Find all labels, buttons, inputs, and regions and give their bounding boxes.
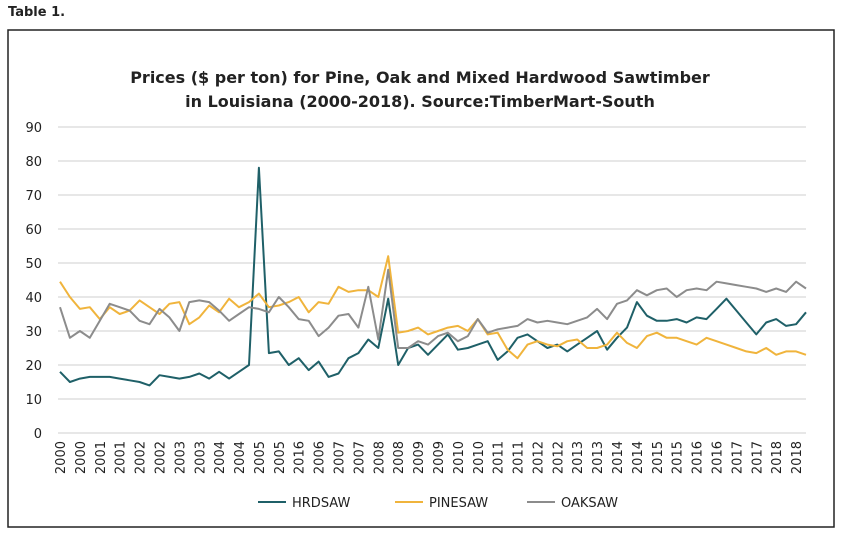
legend-label: HRDSAW	[292, 496, 350, 511]
x-tick-label: 2009	[432, 441, 447, 474]
x-tick-label: 2000	[54, 441, 69, 474]
x-tick-label: 2001	[114, 441, 129, 474]
series-line	[59, 255, 807, 360]
x-tick-label: 2014	[611, 441, 626, 474]
chart-title: in Louisiana (2000-2018). Source:TimberM…	[185, 92, 655, 111]
x-tick-label: 2013	[571, 441, 586, 474]
x-tick-label: 2004	[213, 441, 228, 474]
x-tick-label: 2003	[193, 441, 208, 474]
x-tick-label: 2010	[472, 441, 487, 474]
x-tick-label: 2015	[651, 441, 666, 474]
x-tick-label: 2004	[233, 441, 248, 474]
y-tick-label: 90	[25, 121, 42, 136]
y-tick-label: 80	[25, 155, 42, 170]
x-tick-label: 2016	[710, 441, 725, 474]
y-tick-label: 40	[25, 291, 42, 306]
x-tick-label: 2005	[273, 441, 288, 474]
y-tick-label: 60	[25, 223, 42, 238]
x-tick-label: 2016	[691, 441, 706, 474]
x-tick-label: 2015	[671, 441, 686, 474]
x-tick-label: 2012	[531, 441, 546, 474]
y-tick-label: 10	[25, 393, 42, 408]
x-tick-label: 2007	[333, 441, 348, 474]
y-tick-label: 70	[25, 189, 42, 204]
x-tick-label: 2006	[313, 441, 328, 474]
legend-label: OAKSAW	[561, 496, 618, 511]
table-label: Table 1.	[8, 5, 65, 20]
x-tick-label: 2013	[591, 441, 606, 474]
x-tick-label: 2000	[74, 441, 89, 474]
x-tick-label: 2018	[790, 441, 805, 474]
x-tick-label: 2001	[94, 441, 109, 474]
y-tick-label: 20	[25, 359, 42, 374]
x-tick-label: 2005	[253, 441, 268, 474]
x-tick-label: 2017	[730, 441, 745, 474]
x-tick-label: 2002	[153, 441, 168, 474]
x-tick-label: 2008	[392, 441, 407, 474]
x-tick-label: 2011	[492, 441, 507, 474]
x-tick-label: 2016	[293, 441, 308, 474]
x-tick-label: 2009	[412, 441, 427, 474]
x-tick-label: 2003	[173, 441, 188, 474]
chart-title: Prices ($ per ton) for Pine, Oak and Mix…	[130, 68, 710, 87]
x-tick-label: 2010	[452, 441, 467, 474]
legend-label: PINESAW	[429, 496, 488, 511]
x-tick-label: 2002	[134, 441, 149, 474]
x-tick-label: 2012	[551, 441, 566, 474]
x-tick-label: 2008	[372, 441, 387, 474]
x-tick-label: 2017	[750, 441, 765, 474]
x-tick-label: 2011	[512, 441, 527, 474]
frame	[7, 29, 835, 528]
series-line	[59, 268, 807, 349]
y-tick-label: 50	[25, 257, 42, 272]
x-tick-label: 2018	[770, 441, 785, 474]
y-tick-label: 0	[34, 427, 42, 442]
x-tick-label: 2014	[631, 441, 646, 474]
series-line	[59, 166, 807, 387]
y-tick-label: 30	[25, 325, 42, 340]
x-tick-label: 2007	[352, 441, 367, 474]
